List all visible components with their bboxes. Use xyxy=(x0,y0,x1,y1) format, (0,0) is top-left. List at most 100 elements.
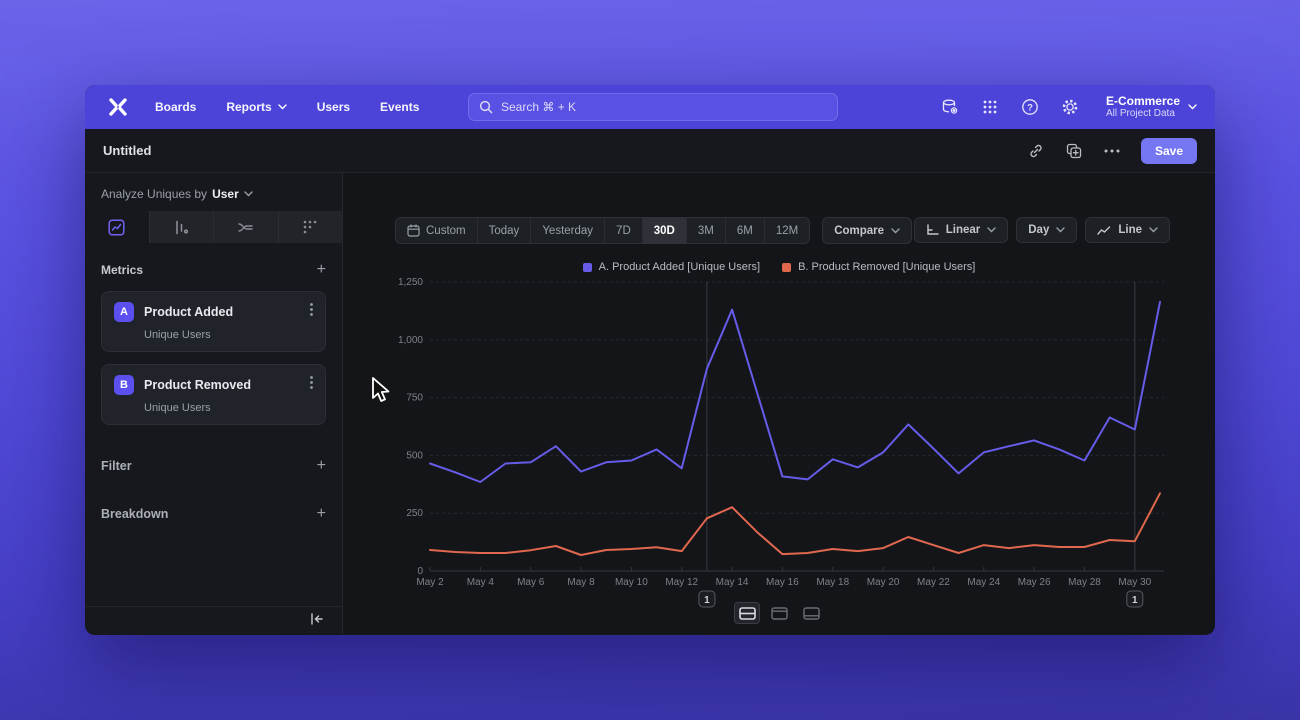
svg-text:May 4: May 4 xyxy=(467,577,495,588)
app-window: Boards Reports Users Events Search ⌘ + K xyxy=(85,85,1215,635)
nav-item-label: Boards xyxy=(155,100,197,114)
legend-swatch-a xyxy=(582,262,592,272)
compare-label: Compare xyxy=(834,224,885,237)
svg-text:May 22: May 22 xyxy=(917,577,950,588)
nav-item-label: Events xyxy=(380,100,420,114)
scale-dropdown[interactable]: Linear xyxy=(913,217,1009,243)
copy-link-icon[interactable] xyxy=(1027,142,1045,160)
nav-item-boards[interactable]: Boards xyxy=(155,100,196,114)
interval-dropdown[interactable]: Day xyxy=(1016,217,1078,243)
compare-dropdown[interactable]: Compare xyxy=(822,217,913,244)
mixpanel-logo-icon[interactable] xyxy=(103,94,133,120)
project-selector[interactable]: E-Commerce All Project Data xyxy=(1106,94,1197,120)
chevron-down-icon xyxy=(244,191,253,197)
flows-icon xyxy=(238,222,253,232)
range-custom[interactable]: Custom xyxy=(396,218,478,243)
svg-text:May 18: May 18 xyxy=(816,577,849,588)
insights-chart-icon xyxy=(108,218,125,236)
range-30d[interactable]: 30D xyxy=(642,218,687,243)
range-today[interactable]: Today xyxy=(478,218,532,243)
metric-menu-icon[interactable] xyxy=(310,376,313,394)
nav-item-users[interactable]: Users xyxy=(317,100,350,114)
legend-label: B. Product Removed [Unique Users] xyxy=(798,261,976,273)
metric-name: Product Added xyxy=(144,305,234,319)
chevron-down-icon xyxy=(277,104,287,110)
chevron-down-icon xyxy=(987,227,996,233)
report-title-bar: Untitled Save xyxy=(85,129,1215,173)
metric-measurement[interactable]: Unique Users xyxy=(144,329,211,341)
chart-type-dropdown[interactable]: Line xyxy=(1085,217,1170,243)
layout-table-toggle[interactable] xyxy=(798,602,824,624)
metric-measurement[interactable]: Unique Users xyxy=(144,402,211,414)
project-subtitle: All Project Data xyxy=(1105,108,1175,120)
help-icon[interactable]: ? xyxy=(1020,97,1040,117)
save-button[interactable]: Save xyxy=(1140,137,1197,164)
funnel-bars-icon xyxy=(175,220,188,234)
metric-badge-b: B xyxy=(114,375,134,395)
nav-item-reports[interactable]: Reports xyxy=(226,100,287,114)
range-3m[interactable]: 3M xyxy=(687,218,726,243)
chart-legend: A. Product Added [Unique Users] B. Produ… xyxy=(343,261,1215,273)
chevron-down-icon xyxy=(1188,104,1197,110)
legend-swatch-b xyxy=(782,262,792,272)
range-label: Custom xyxy=(426,224,466,237)
metric-card-a[interactable]: A Product Added Unique Users xyxy=(101,291,326,352)
calendar-icon xyxy=(407,224,420,237)
range-label: 7D xyxy=(616,224,631,237)
line-chart[interactable]: 0 250 500 750 1,000 1,250 May 2 May 4 May 6 May 8… xyxy=(343,173,1215,634)
layout-split-toggle[interactable] xyxy=(734,602,760,624)
query-builder-sidebar: Analyze Uniques by User xyxy=(85,173,343,634)
project-name: E-Commerce xyxy=(1105,93,1180,108)
chevron-down-icon xyxy=(1056,227,1066,233)
chart-panel: Custom Today Yesterday 7D 30D 3M 6M 12M … xyxy=(343,173,1215,634)
line-chart-icon xyxy=(1097,225,1111,235)
retention-dots-icon xyxy=(303,220,317,234)
svg-text:May 8: May 8 xyxy=(567,577,595,588)
layout-chart-toggle[interactable] xyxy=(766,602,792,624)
tab-retention[interactable] xyxy=(279,211,343,243)
range-6m[interactable]: 6M xyxy=(726,218,765,243)
breakdown-section-label: Breakdown xyxy=(101,507,169,521)
tab-funnels[interactable] xyxy=(150,211,214,243)
analyze-uniques-label: Analyze Uniques by xyxy=(101,187,208,201)
range-7d[interactable]: 7D xyxy=(605,218,643,243)
report-type-tabs xyxy=(85,211,342,243)
svg-text:500: 500 xyxy=(406,450,423,461)
svg-text:May 2: May 2 xyxy=(416,577,444,588)
add-breakdown-button[interactable]: + xyxy=(316,505,326,522)
add-filter-button[interactable]: + xyxy=(316,457,326,474)
interval-label: Day xyxy=(1028,224,1050,236)
svg-text:250: 250 xyxy=(406,508,423,519)
svg-text:May 24: May 24 xyxy=(967,577,1000,588)
range-yesterday[interactable]: Yesterday xyxy=(531,218,606,243)
svg-text:May 14: May 14 xyxy=(716,577,749,588)
svg-text:1,000: 1,000 xyxy=(398,335,423,346)
metrics-section-label: Metrics xyxy=(101,263,144,277)
nav-item-events[interactable]: Events xyxy=(380,100,419,114)
range-label: 30D xyxy=(653,224,675,237)
search-input[interactable]: Search ⌘ + K xyxy=(468,93,838,121)
apps-grid-icon[interactable] xyxy=(980,97,1000,117)
svg-text:May 20: May 20 xyxy=(867,577,900,588)
tab-insights[interactable] xyxy=(85,211,150,243)
legend-item-a[interactable]: A. Product Added [Unique Users] xyxy=(582,261,760,273)
settings-gear-icon[interactable] xyxy=(1060,97,1080,117)
analyze-by-value: User xyxy=(212,187,239,201)
add-metric-button[interactable]: + xyxy=(316,261,326,278)
range-label: 6M xyxy=(736,224,753,237)
collapse-sidebar-icon[interactable] xyxy=(310,612,324,630)
tab-flows[interactable] xyxy=(214,211,279,243)
svg-text:1: 1 xyxy=(704,595,710,606)
duplicate-icon[interactable] xyxy=(1065,142,1083,160)
legend-item-b[interactable]: B. Product Removed [Unique Users] xyxy=(782,261,975,273)
more-options-icon[interactable] xyxy=(1103,142,1121,160)
range-label: Today xyxy=(488,224,520,237)
metric-card-b[interactable]: B Product Removed Unique Users xyxy=(101,364,326,425)
svg-text:?: ? xyxy=(1027,102,1033,113)
metric-menu-icon[interactable] xyxy=(310,303,313,321)
data-management-icon[interactable] xyxy=(940,97,960,117)
analyze-by-dropdown[interactable]: User xyxy=(212,187,253,201)
range-label: 12M xyxy=(775,224,799,237)
range-12m[interactable]: 12M xyxy=(765,218,809,243)
svg-text:May 28: May 28 xyxy=(1068,577,1101,588)
